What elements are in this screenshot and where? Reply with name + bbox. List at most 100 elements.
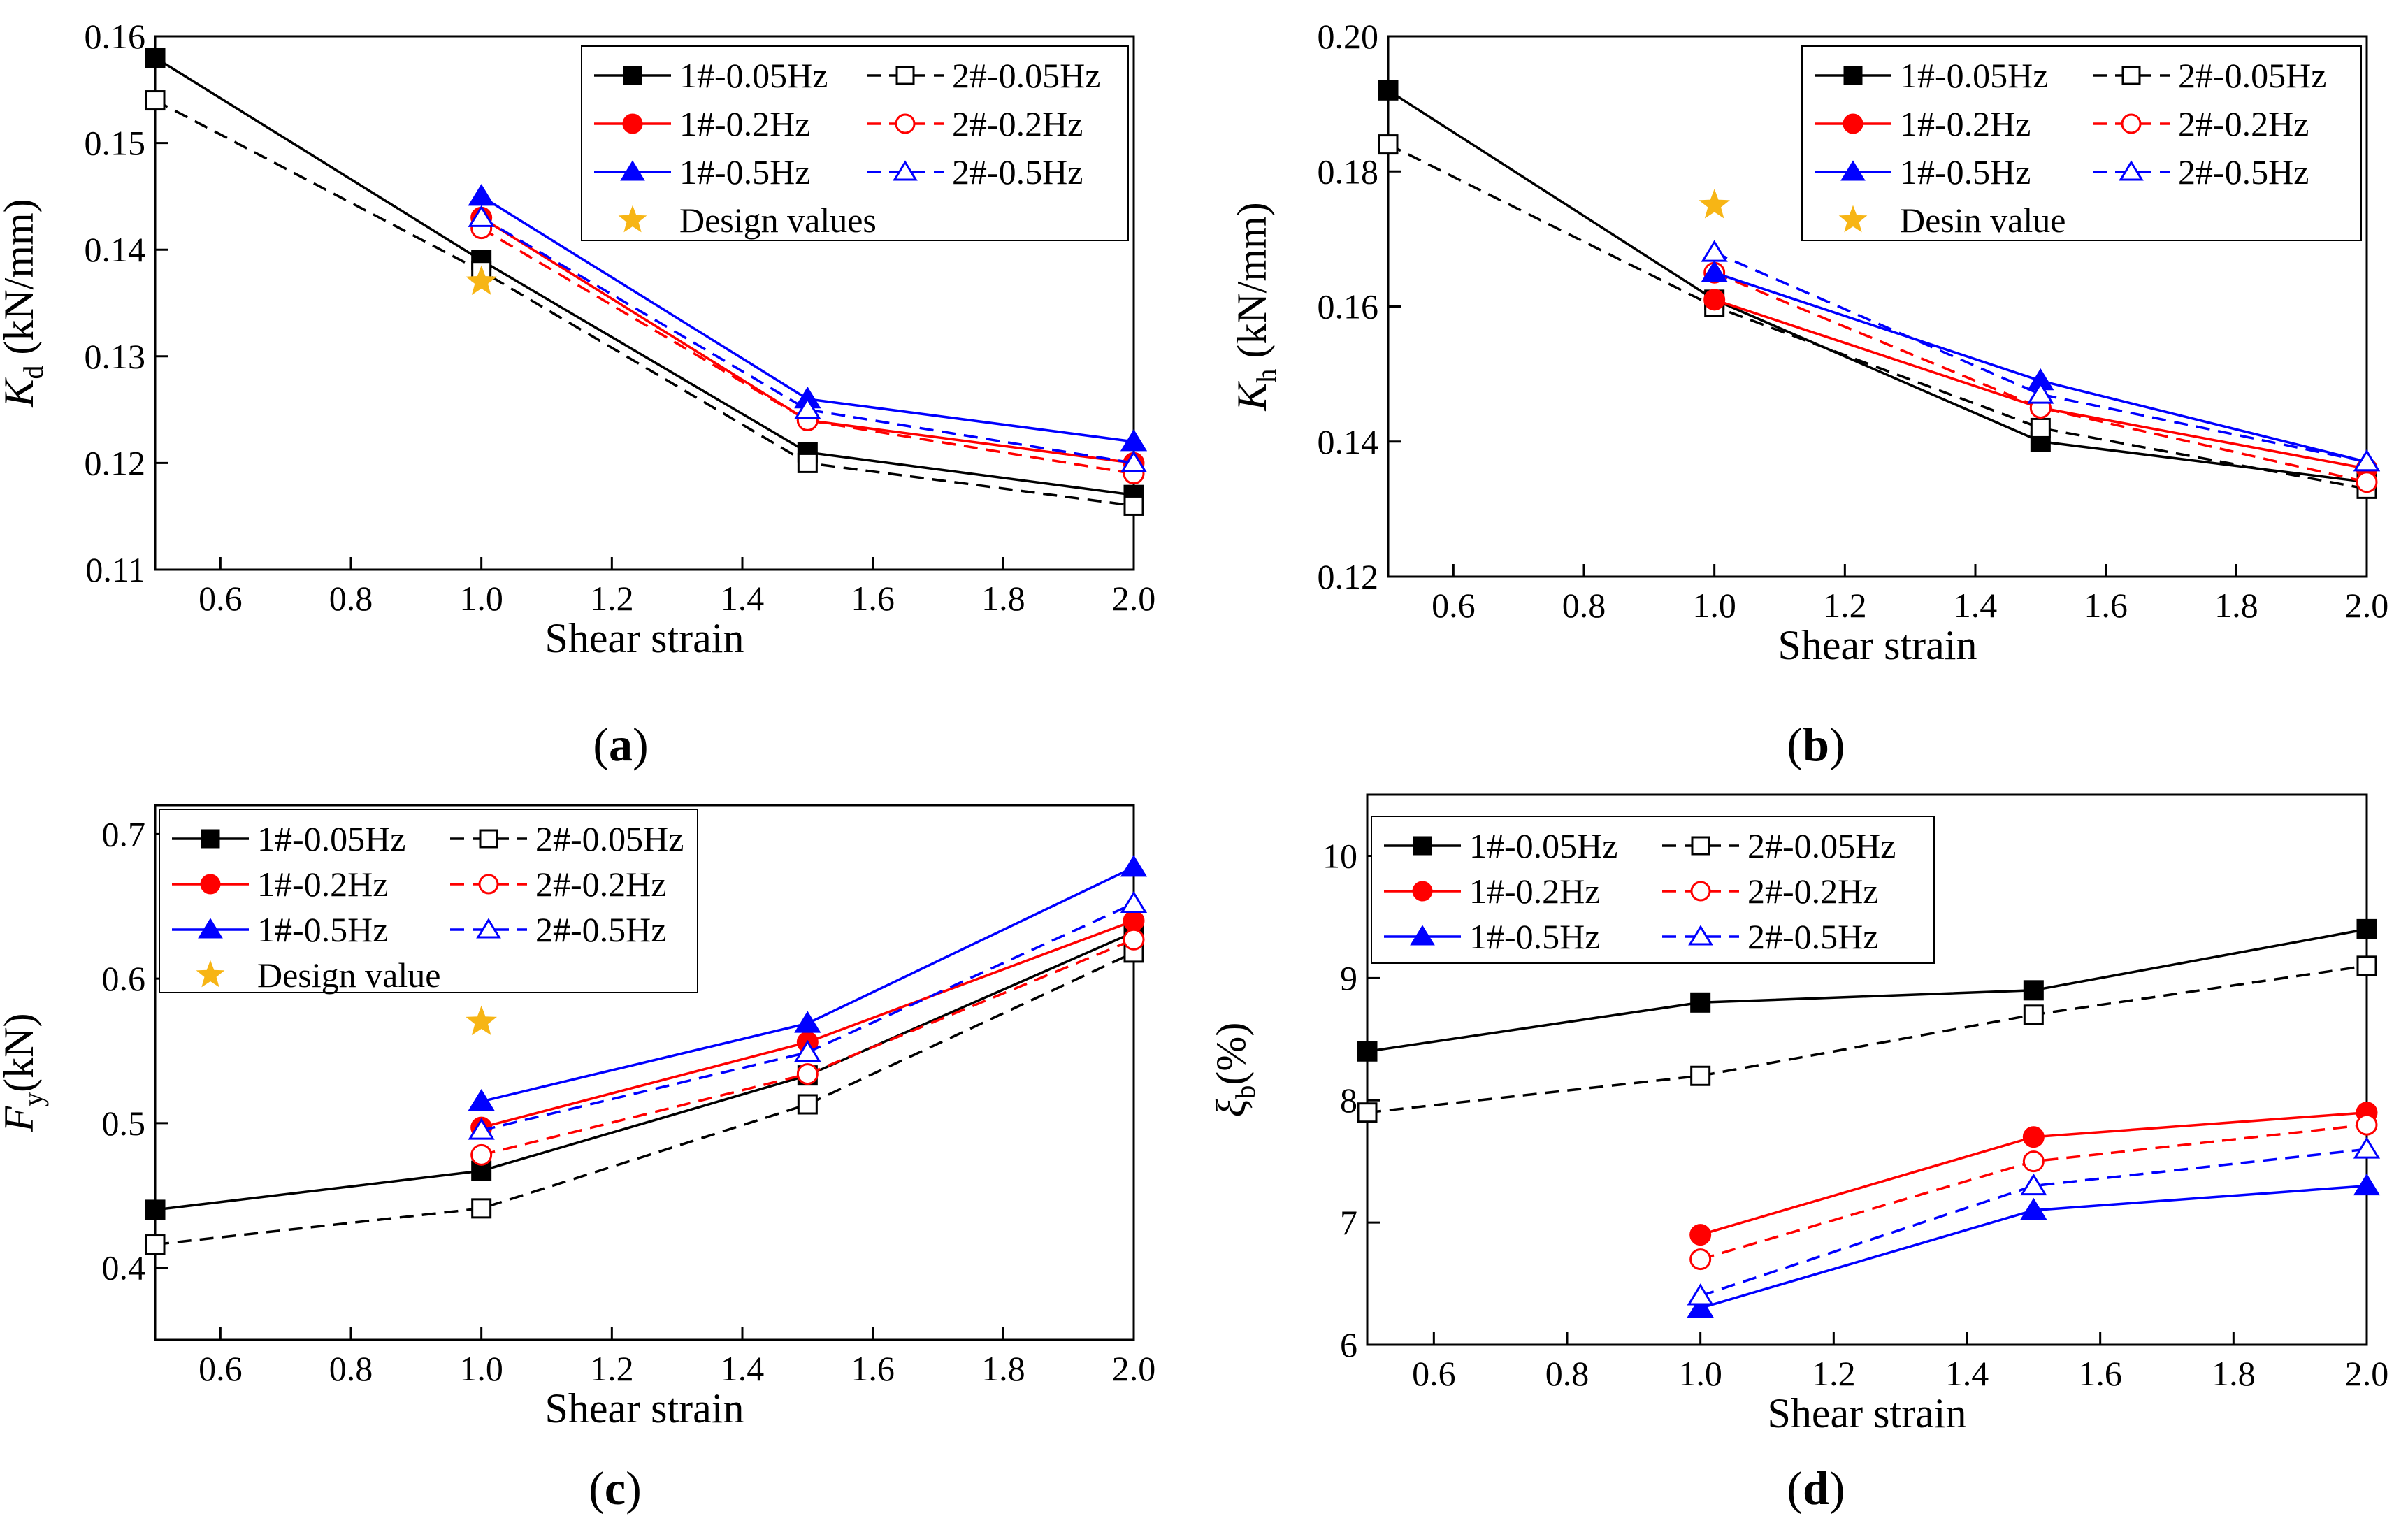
data-point xyxy=(2356,955,2377,976)
legend-label: 2#-0.05Hz xyxy=(952,56,1100,95)
design-value-star xyxy=(466,265,497,295)
legend-marker xyxy=(198,918,223,939)
x-tick-label: 1.4 xyxy=(721,1349,765,1388)
design-value-star xyxy=(466,1005,497,1036)
y-tick-label: 0.13 xyxy=(85,337,146,376)
panel-d: 0.6 0.8 1.0 1.2 1.4 1.6 1.8 2.0 6 7 8 9 10 Shear stra… xyxy=(1208,793,2389,1515)
legend-marker xyxy=(1843,113,1863,134)
series-line xyxy=(1700,1148,2367,1297)
x-tick-label: 1.8 xyxy=(981,1349,1025,1388)
data-point xyxy=(1357,1102,1378,1123)
data-point xyxy=(2022,1126,2045,1148)
y-tick-label: 10 xyxy=(1322,836,1357,875)
legend-label: 2#-0.2Hz xyxy=(535,865,666,904)
data-point xyxy=(1703,289,1726,311)
y-axis-label: Kh (kN/mm) xyxy=(1229,202,1282,411)
x-tick-label: 1.2 xyxy=(590,579,634,618)
data-point xyxy=(2023,1004,2044,1025)
x-tick-label: 2.0 xyxy=(1112,1349,1156,1388)
data-point xyxy=(797,452,818,473)
series-1#-0.2Hz xyxy=(470,206,1145,474)
series-line xyxy=(1367,965,2367,1114)
legend-box xyxy=(1371,816,1935,964)
legend-marker xyxy=(623,66,642,85)
legend-marker xyxy=(479,829,498,849)
legend-label: 2#-0.05Hz xyxy=(2178,56,2326,95)
panel-c: 0.6 0.8 1.0 1.2 1.4 1.6 1.8 2.0 0.4 0.5 0.6 0.7 Shea… xyxy=(0,804,1156,1515)
series-line xyxy=(1387,89,2367,484)
data-point xyxy=(1689,1224,1712,1246)
x-tick-label: 1.6 xyxy=(2084,586,2128,625)
legend-marker xyxy=(2119,160,2144,181)
series-2#-0.2Hz xyxy=(1689,1113,2378,1271)
x-tick-label: 1.4 xyxy=(721,579,765,618)
data-point xyxy=(2356,471,2378,493)
x-tick-label: 2.0 xyxy=(2345,586,2389,625)
x-tick-label: 0.6 xyxy=(199,579,243,618)
data-point xyxy=(2353,449,2381,472)
x-tick-label: 2.0 xyxy=(1112,579,1156,618)
x-axis-label: Shear strain xyxy=(1768,1390,1967,1436)
x-axis-label: Shear strain xyxy=(545,615,744,661)
panel-caption: (c) xyxy=(589,1462,642,1515)
design-value-star xyxy=(1699,189,1730,219)
data-point xyxy=(1120,450,1148,472)
data-point xyxy=(2027,382,2054,404)
legend-label: 2#-0.5Hz xyxy=(535,910,666,949)
x-tick-label: 0.8 xyxy=(329,1349,373,1388)
x-tick-label: 0.8 xyxy=(1545,1354,1589,1393)
series-line xyxy=(1387,143,2367,491)
series-2#-0.5Hz xyxy=(1687,1136,2381,1306)
data-point xyxy=(1357,1041,1378,1062)
y-tick-label: 0.6 xyxy=(102,959,146,998)
legend-marker xyxy=(1413,836,1432,856)
x-tick-label: 1.8 xyxy=(2212,1354,2256,1393)
data-point xyxy=(2022,1150,2045,1173)
data-point xyxy=(2356,918,2377,939)
y-tick-label: 0.11 xyxy=(85,550,145,589)
y-tick-label: 0.16 xyxy=(85,17,146,56)
series-line xyxy=(480,227,1134,475)
x-tick-label: 1.8 xyxy=(981,579,1025,618)
legend-label: 1#-0.05Hz xyxy=(679,56,828,95)
data-point xyxy=(1378,80,1399,101)
data-point xyxy=(794,1011,821,1033)
legend: 1#-0.05Hz 2#-0.05Hz 1#-0.2Hz 2#-0.2Hz 1#-0.5… xyxy=(581,45,1129,241)
legend-star xyxy=(618,205,647,233)
legend-marker xyxy=(895,66,915,85)
legend-marker xyxy=(1688,925,1713,946)
x-tick-label: 1.0 xyxy=(1678,1354,1722,1393)
legend-label: 1#-0.05Hz xyxy=(1469,826,1617,865)
panel-a: 0.6 0.8 1.0 1.2 1.4 1.6 1.8 2.0 0.11 0.12 0.13 0.14… xyxy=(0,17,1155,771)
data-point xyxy=(1378,134,1399,155)
legend: 1#-0.05Hz 2#-0.05Hz 1#-0.2Hz 2#-0.2Hz 1#-0.5… xyxy=(1371,816,1935,964)
legend-marker xyxy=(478,874,499,895)
data-point xyxy=(145,1234,166,1255)
plot-frame xyxy=(154,35,1135,571)
x-tick-label: 1.4 xyxy=(1945,1354,1989,1393)
x-tick-label: 2.0 xyxy=(2345,1354,2389,1393)
y-tick-label: 0.15 xyxy=(85,124,146,163)
y-tick-label: 7 xyxy=(1340,1203,1357,1242)
legend-box xyxy=(1801,45,2362,241)
series-2#-0.2Hz xyxy=(470,928,1145,1166)
data-point xyxy=(1701,240,1728,262)
x-axis-label: Shear strain xyxy=(1778,622,1977,668)
data-point xyxy=(1690,1065,1711,1086)
legend-label: 1#-0.5Hz xyxy=(1469,917,1600,956)
series-1#-0.05Hz xyxy=(1357,918,2377,1062)
legend-label: 1#-0.2Hz xyxy=(257,865,388,904)
data-point xyxy=(2023,980,2044,1001)
legend-marker xyxy=(895,113,916,134)
series-1#-0.5Hz xyxy=(468,855,1148,1111)
legend-label: 2#-0.2Hz xyxy=(1747,872,1878,911)
legend-marker xyxy=(201,829,220,849)
x-tick-label: 0.6 xyxy=(1432,586,1476,625)
legend-label: 1#-0.2Hz xyxy=(679,104,810,143)
x-tick-label: 1.2 xyxy=(1812,1354,1856,1393)
series-line xyxy=(1367,928,2367,1053)
legend-star xyxy=(1838,205,1868,233)
data-point xyxy=(468,1089,495,1111)
x-tick-label: 1.6 xyxy=(851,579,895,618)
